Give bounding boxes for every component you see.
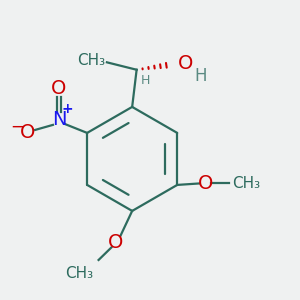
Text: O: O	[178, 54, 194, 73]
Text: H: H	[195, 67, 207, 85]
Text: CH₃: CH₃	[65, 266, 94, 281]
Text: O: O	[108, 232, 124, 252]
Text: CH₃: CH₃	[77, 53, 105, 68]
Text: O: O	[51, 79, 67, 98]
Text: N: N	[52, 110, 66, 129]
Text: CH₃: CH₃	[232, 176, 260, 191]
Text: H: H	[141, 74, 151, 87]
Text: O: O	[198, 174, 213, 193]
Text: O: O	[20, 123, 35, 142]
Text: −: −	[10, 117, 24, 135]
Text: +: +	[62, 102, 74, 116]
